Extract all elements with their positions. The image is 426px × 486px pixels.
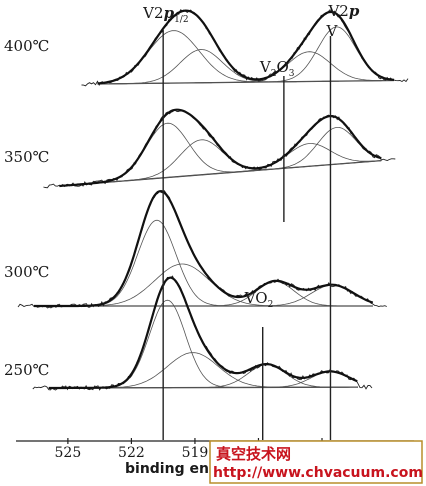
- temperature-label-400: 400℃: [4, 37, 49, 55]
- fit-envelope-300: [34, 189, 374, 308]
- fit-envelope-250: [48, 276, 358, 390]
- peak-label-v2o3: V2O3: [259, 58, 295, 79]
- component-300-4: [34, 284, 373, 307]
- component-400-4: [97, 26, 395, 85]
- component-400-2: [97, 49, 394, 85]
- raw-data-300: [17, 190, 387, 309]
- spectrum-panel-300: 300℃: [4, 189, 387, 309]
- component-350-4: [59, 127, 382, 187]
- raw-data-400: [81, 9, 409, 87]
- spectra-layer: 400℃ 350℃ 300℃ 250℃: [4, 9, 409, 391]
- x-tick-label-525: 525: [55, 445, 82, 461]
- fit-envelope-400: [97, 9, 395, 85]
- peak-label-vo2: VO2: [244, 289, 274, 310]
- watermark-url: http://www.chvacuum.com: [213, 465, 423, 481]
- temperature-label-250: 250℃: [4, 361, 49, 379]
- component-400-1: [97, 30, 394, 84]
- component-400-3: [97, 51, 394, 85]
- spectrum-panel-250: 250℃: [4, 275, 373, 391]
- x-tick-label-522: 522: [118, 445, 145, 461]
- component-250-2: [48, 352, 358, 389]
- spectrum-panel-350: 350℃: [4, 108, 396, 189]
- component-350-1: [59, 122, 382, 187]
- watermark: 真空技术网 http://www.chvacuum.com: [209, 440, 423, 484]
- component-300-1: [34, 219, 373, 307]
- temperature-label-300: 300℃: [4, 263, 49, 281]
- labels-layer: V2p1/2 V2O3 V2p V VO2: [142, 2, 360, 310]
- watermark-box: [209, 440, 423, 484]
- fit-envelope-350: [59, 108, 382, 188]
- watermark-title: 真空技术网: [216, 445, 291, 463]
- peak-label-v2p12: V2p1/2: [142, 4, 188, 25]
- spectrum-panel-400: 400℃: [4, 9, 409, 87]
- peak-label-v2p: V2p: [327, 2, 359, 20]
- peak-label-v2p-line2: V: [325, 22, 338, 40]
- x-tick-label-519: 519: [182, 445, 209, 461]
- temperature-label-350: 350℃: [4, 148, 49, 166]
- reference-lines-layer: [162, 30, 332, 440]
